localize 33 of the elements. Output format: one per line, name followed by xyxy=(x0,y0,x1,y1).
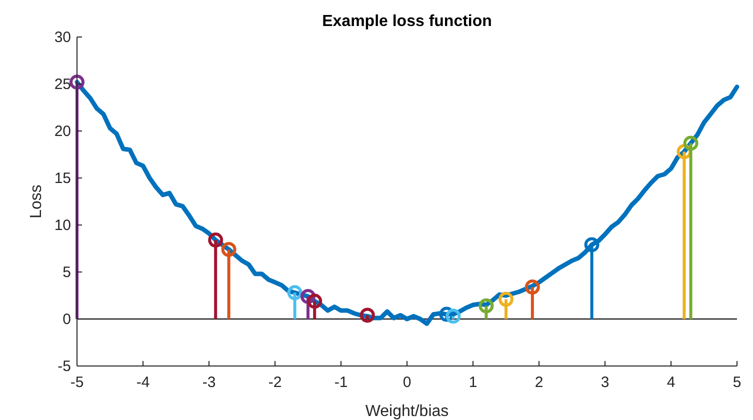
x-tick-label: -1 xyxy=(334,374,348,391)
point xyxy=(287,285,302,300)
x-axis-title: Weight/bias xyxy=(365,403,449,420)
x-tick-label: -4 xyxy=(136,374,150,391)
x-tick-label: 4 xyxy=(666,374,676,391)
y-tick-label: 15 xyxy=(54,170,71,187)
point xyxy=(498,292,514,307)
point xyxy=(208,232,224,248)
y-tick-label: 0 xyxy=(62,311,71,328)
y-tick-label: 25 xyxy=(54,76,71,93)
point xyxy=(478,298,494,314)
y-tick-label: 30 xyxy=(54,29,71,46)
x-tick-label: 2 xyxy=(534,374,544,391)
x-tick-label: -3 xyxy=(202,374,216,391)
x-tick-label: 0 xyxy=(402,374,412,391)
point xyxy=(221,242,236,257)
point xyxy=(307,294,322,309)
x-tick-label: -2 xyxy=(268,374,282,391)
x-tick-label: 5 xyxy=(732,374,742,391)
point xyxy=(446,308,461,324)
y-axis-title: Loss xyxy=(28,184,45,218)
x-tick-label: 1 xyxy=(468,374,478,391)
x-tick-label: 3 xyxy=(600,374,610,391)
point xyxy=(524,280,540,295)
point xyxy=(683,136,698,151)
point xyxy=(70,74,84,90)
point xyxy=(584,237,600,252)
y-tick-label: 5 xyxy=(62,264,71,281)
chart-title: Example loss function xyxy=(322,13,492,30)
y-tick-label: 10 xyxy=(54,217,71,234)
y-tick-label: -5 xyxy=(58,358,71,375)
y-tick-label: 20 xyxy=(54,123,71,140)
point xyxy=(360,308,375,323)
